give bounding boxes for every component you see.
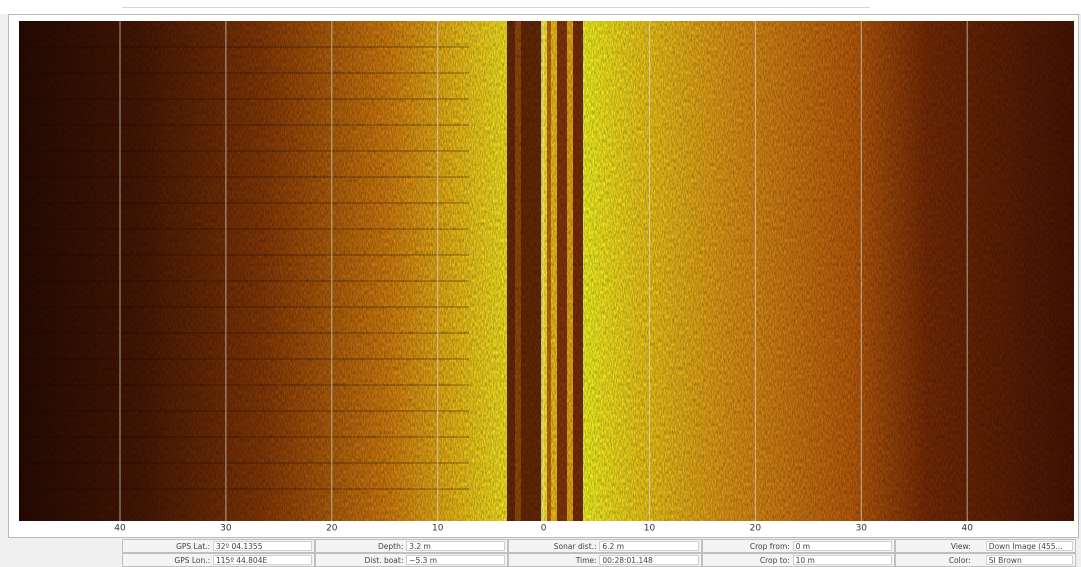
toolbar [0,0,1081,14]
field-label: Dist. boat: [364,556,403,565]
sonar-app: {"scale": {"ticks": [40, 30, 20, 10, 0, … [0,0,1081,567]
scale-label: 20 [326,524,338,534]
scale-label: 30 [220,524,232,534]
status-field: Crop to:10 m [702,553,895,567]
scale-label: 30 [856,524,868,534]
field-value: 6.2 m [599,541,698,551]
field-value: SI Brown [986,555,1073,565]
field-label: Crop from: [750,542,790,551]
status-field: Time:00:28:01.148 [508,553,701,567]
sonar-view: 40 30 20 10 0 10 20 30 40 [8,14,1079,538]
scale-label: 10 [644,524,656,534]
status-field: View: Down Image (455... [895,539,1076,553]
status-field: Crop from:0 m [702,539,895,553]
field-label: Time: [576,556,597,565]
field-value: ~5.3 m [406,555,505,565]
field-value: 32º 04.1355 [213,541,312,551]
field-value[interactable]: 0 m [793,541,892,551]
scale-label: 10 [432,524,444,534]
field-label: Depth: [378,542,403,551]
separator [122,7,870,8]
status-field: Depth:3.2 m [315,539,508,553]
status-field: GPS Lat.:32º 04.1355 [122,539,315,553]
status-field: Color: SI Brown [895,553,1076,567]
scale-label: 20 [750,524,762,534]
field-label: GPS Lon.: [174,556,210,565]
scale-label: 0 [541,524,547,534]
field-value: 3.2 m [406,541,505,551]
field-value: 00:28:01.148 [599,555,698,565]
field-label: Color: [949,556,971,565]
field-value: Down Image (455... [986,541,1073,551]
status-field: Dist. boat:~5.3 m [315,553,508,567]
field-label: View: [951,542,971,551]
status-field: Sonar dist.:6.2 m [508,539,701,553]
field-label: Crop to: [760,556,790,565]
sonar-canvas: 40 30 20 10 0 10 20 30 40 [9,15,1078,537]
scale-label: 40 [114,524,126,534]
field-value: 115º 44.804E [213,555,312,565]
status-field: GPS Lon.:115º 44.804E [122,553,315,567]
field-value[interactable]: 10 m [793,555,892,565]
field-label: Sonar dist.: [554,542,597,551]
scale-label: 40 [961,524,973,534]
field-label: GPS Lat.: [176,542,210,551]
